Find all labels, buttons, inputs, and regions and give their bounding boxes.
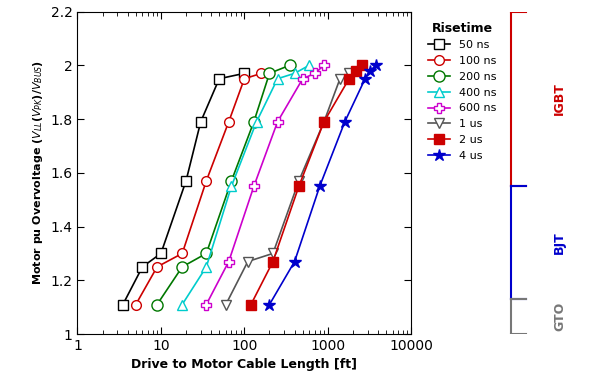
- 50 ns: [139, 265, 146, 269]
- 1 us: [295, 179, 302, 183]
- X-axis label: Drive to Motor Cable Length [ft]: Drive to Motor Cable Length [ft]: [131, 359, 358, 371]
- 2 us: [353, 68, 360, 73]
- 4 us: [316, 184, 323, 189]
- 200 ns: [179, 265, 186, 269]
- Text: GTO: GTO: [553, 302, 566, 331]
- 400 ns: [274, 76, 281, 81]
- 1 us: [244, 259, 252, 264]
- 100 ns: [203, 179, 210, 183]
- Text: BJT: BJT: [553, 232, 566, 254]
- 4 us: [342, 119, 349, 124]
- 100 ns: [154, 265, 161, 269]
- 50 ns: [216, 76, 223, 81]
- 200 ns: [250, 119, 257, 124]
- 200 ns: [286, 63, 293, 68]
- 400 ns: [179, 302, 186, 307]
- 400 ns: [306, 63, 313, 68]
- 100 ns: [132, 302, 139, 307]
- 2 us: [247, 302, 254, 307]
- 4 us: [367, 68, 374, 73]
- 100 ns: [241, 76, 248, 81]
- 600 ns: [274, 119, 281, 124]
- 600 ns: [311, 71, 318, 76]
- 400 ns: [203, 265, 210, 269]
- 4 us: [266, 302, 273, 307]
- Text: IGBT: IGBT: [553, 83, 566, 115]
- 2 us: [346, 76, 353, 81]
- 100 ns: [225, 119, 232, 124]
- 4 us: [291, 259, 298, 264]
- 600 ns: [225, 259, 232, 264]
- 1 us: [269, 251, 277, 256]
- 1 us: [336, 76, 343, 81]
- 4 us: [362, 76, 369, 81]
- Line: 200 ns: 200 ns: [151, 60, 295, 310]
- 100 ns: [179, 251, 186, 256]
- 600 ns: [203, 302, 210, 307]
- 2 us: [295, 184, 302, 189]
- 50 ns: [241, 71, 248, 76]
- 1 us: [321, 119, 328, 124]
- 200 ns: [266, 71, 273, 76]
- 100 ns: [258, 71, 265, 76]
- 400 ns: [253, 119, 260, 124]
- 50 ns: [157, 251, 164, 256]
- 2 us: [269, 259, 277, 264]
- Line: 50 ns: 50 ns: [118, 68, 249, 310]
- 600 ns: [250, 184, 257, 189]
- Line: 600 ns: 600 ns: [201, 60, 329, 310]
- 200 ns: [154, 302, 161, 307]
- 400 ns: [228, 184, 235, 189]
- 600 ns: [299, 76, 306, 81]
- 2 us: [321, 119, 328, 124]
- 200 ns: [228, 179, 235, 183]
- Y-axis label: Motor pu Overvoltage ($V_{LL}$($V_{PK}$)/$V_{BUS}$): Motor pu Overvoltage ($V_{LL}$($V_{PK}$)…: [31, 60, 45, 285]
- Line: 2 us: 2 us: [246, 60, 367, 310]
- 600 ns: [321, 63, 328, 68]
- Legend: 50 ns, 100 ns, 200 ns, 400 ns, 600 ns, 1 us, 2 us, 4 us: 50 ns, 100 ns, 200 ns, 400 ns, 600 ns, 1…: [424, 17, 501, 165]
- 2 us: [359, 63, 366, 68]
- 1 us: [222, 302, 229, 307]
- 50 ns: [182, 179, 190, 183]
- Line: 1 us: 1 us: [221, 68, 354, 310]
- 400 ns: [291, 71, 298, 76]
- 50 ns: [197, 119, 204, 124]
- 50 ns: [119, 302, 126, 307]
- Line: 4 us: 4 us: [263, 59, 383, 311]
- Line: 100 ns: 100 ns: [131, 68, 266, 310]
- 200 ns: [203, 251, 210, 256]
- Line: 400 ns: 400 ns: [178, 60, 314, 310]
- 1 us: [346, 71, 353, 76]
- 4 us: [372, 63, 380, 68]
